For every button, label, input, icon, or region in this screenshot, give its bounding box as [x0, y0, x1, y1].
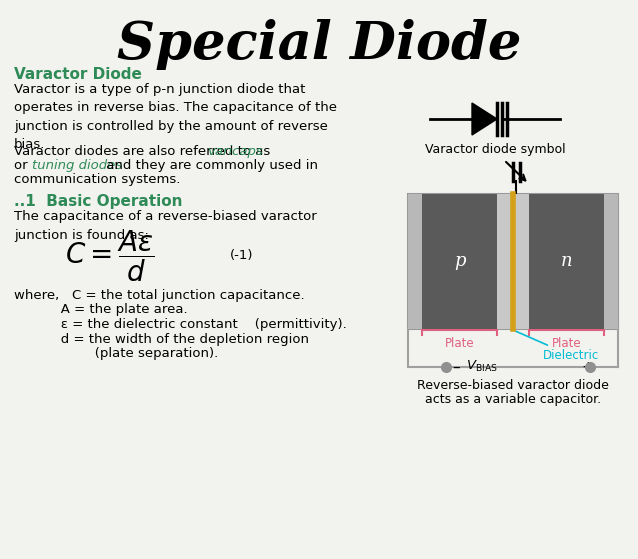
Bar: [422, 194, 497, 329]
Text: (plate separation).: (plate separation).: [14, 347, 218, 360]
Text: communication systems.: communication systems.: [14, 173, 181, 186]
Text: $V_{\mathrm{BIAS}}$: $V_{\mathrm{BIAS}}$: [466, 358, 498, 373]
Polygon shape: [472, 103, 497, 135]
Text: Reverse-biased varactor diode: Reverse-biased varactor diode: [417, 379, 609, 392]
Text: acts as a variable capacitor.: acts as a variable capacitor.: [425, 393, 601, 406]
Text: d = the width of the depletion region: d = the width of the depletion region: [14, 333, 309, 345]
Text: tuning diodes: tuning diodes: [32, 159, 122, 172]
Bar: [604, 194, 618, 329]
Text: Varactor diode symbol: Varactor diode symbol: [425, 143, 565, 156]
Text: where,   C = the total junction capacitance.: where, C = the total junction capacitanc…: [14, 289, 304, 302]
Text: –: –: [452, 359, 459, 375]
Text: $C = \dfrac{A\varepsilon}{d}$: $C = \dfrac{A\varepsilon}{d}$: [65, 228, 154, 284]
Bar: [408, 194, 618, 329]
Text: Varactor diodes are also referred to as: Varactor diodes are also referred to as: [14, 145, 274, 158]
Text: varicaps: varicaps: [207, 145, 263, 158]
Text: Varactor is a type of p-n junction diode that
operates in reverse bias. The capa: Varactor is a type of p-n junction diode…: [14, 83, 337, 151]
Text: n: n: [561, 253, 572, 271]
Text: Special Diode: Special Diode: [117, 19, 521, 70]
Bar: [497, 194, 529, 329]
Text: and they are commonly used in: and they are commonly used in: [102, 159, 318, 172]
Text: Plate: Plate: [445, 337, 474, 350]
Text: A = the plate area.: A = the plate area.: [14, 304, 188, 316]
Text: The capacitance of a reverse-biased varactor
junction is found as:: The capacitance of a reverse-biased vara…: [14, 210, 316, 241]
Text: (-1): (-1): [230, 249, 253, 263]
Text: +: +: [581, 359, 594, 375]
Text: Plate: Plate: [552, 337, 581, 350]
Text: ε = the dielectric constant    (permittivity).: ε = the dielectric constant (permittivit…: [14, 318, 346, 331]
Text: ..1  Basic Operation: ..1 Basic Operation: [14, 194, 182, 209]
Text: Varactor Diode: Varactor Diode: [14, 67, 142, 82]
Text: Dielectric: Dielectric: [516, 331, 599, 362]
Bar: [408, 194, 422, 329]
Bar: [529, 194, 604, 329]
Text: or: or: [14, 159, 32, 172]
Text: p: p: [454, 253, 465, 271]
